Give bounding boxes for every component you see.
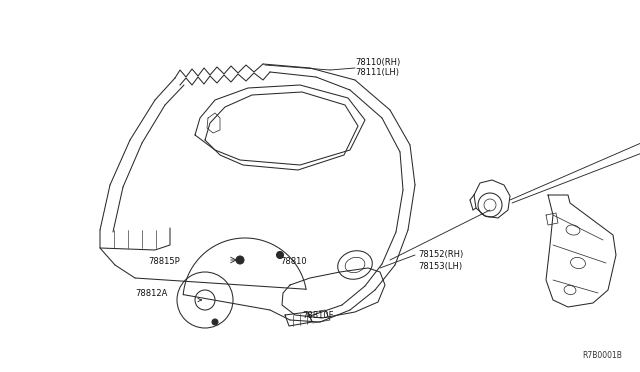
Text: 78110(RH): 78110(RH) (355, 58, 400, 67)
Circle shape (236, 256, 244, 264)
Text: R7B0001B: R7B0001B (582, 351, 622, 360)
Circle shape (212, 319, 218, 325)
Text: 78812A: 78812A (135, 289, 168, 298)
Text: 78810F: 78810F (302, 311, 333, 320)
Text: 78815P: 78815P (148, 257, 180, 266)
Text: 78810: 78810 (280, 257, 307, 266)
Text: 78111(LH): 78111(LH) (355, 68, 399, 77)
Circle shape (276, 251, 284, 259)
Text: 78152(RH): 78152(RH) (418, 250, 463, 260)
Text: 78153(LH): 78153(LH) (418, 263, 462, 272)
